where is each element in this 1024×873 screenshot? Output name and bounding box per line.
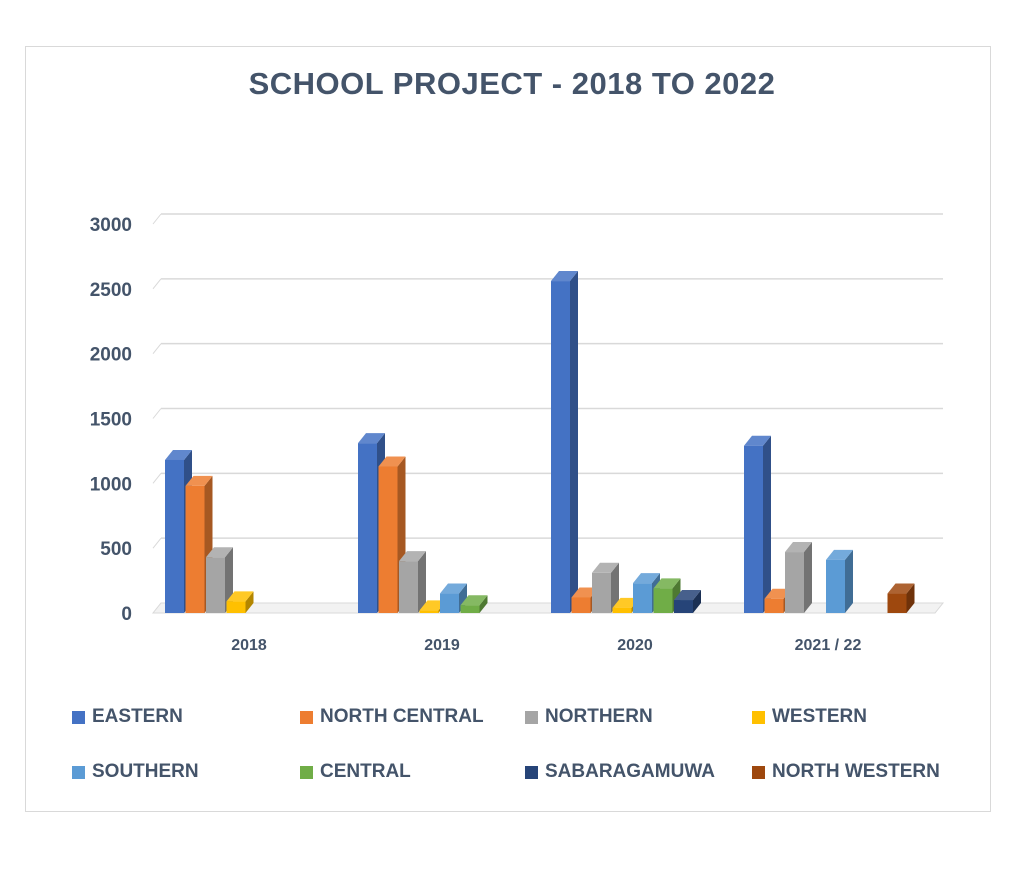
legend-swatch — [300, 710, 313, 724]
chart-legend: EASTERN NORTH CENTRAL NORTHERN WESTERN SOUTH… — [72, 702, 972, 792]
y-tick-label: 1500 — [90, 410, 132, 431]
legend-label: CENTRAL — [320, 761, 411, 782]
legend-item-southern: SOUTHERN — [72, 757, 199, 787]
bar-northern-0 — [206, 547, 233, 613]
legend-swatch — [300, 765, 313, 779]
chart-floor — [151, 602, 945, 614]
legend-swatch — [752, 765, 765, 779]
legend-item-north-central: NORTH CENTRAL — [300, 702, 484, 732]
gridline-depth — [152, 213, 162, 225]
legend-item-eastern: EASTERN — [72, 702, 183, 732]
chart-frame — [25, 46, 991, 812]
bar-eastern-3 — [744, 435, 771, 613]
y-tick-label: 500 — [100, 539, 132, 560]
legend-label: EASTERN — [92, 706, 183, 727]
gridline-depth — [152, 473, 162, 484]
gridline-depth — [152, 278, 162, 290]
legend-label: SOUTHERN — [92, 761, 199, 782]
legend-label: NORTH WESTERN — [772, 761, 940, 782]
bar-northern-2 — [592, 562, 619, 613]
bar-northern-1 — [399, 551, 426, 613]
legend-item-north-western: NORTH WESTERN — [752, 757, 940, 787]
bar-north-western-3 — [887, 583, 915, 613]
legend-label: WESTERN — [772, 706, 867, 727]
legend-item-sabaragamuwa: SABARAGAMUWA — [525, 757, 715, 787]
y-tick-label: 2500 — [90, 280, 132, 301]
legend-item-northern: NORTHERN — [525, 702, 653, 732]
bar-northern-3 — [785, 542, 812, 613]
legend-swatch — [525, 765, 538, 779]
legend-item-western: WESTERN — [752, 702, 867, 732]
x-tick-label: 2021 / 22 — [795, 637, 862, 654]
legend-swatch — [525, 710, 538, 724]
legend-label: SABARAGAMUWA — [545, 761, 715, 782]
y-tick-label: 3000 — [90, 215, 132, 236]
bar-central-1 — [460, 595, 488, 613]
gridline-depth — [152, 408, 162, 419]
y-tick-label: 0 — [121, 604, 132, 625]
gridline-depth — [152, 537, 162, 549]
legend-item-central: CENTRAL — [300, 757, 411, 787]
legend-swatch — [72, 765, 85, 779]
y-tick-label: 1000 — [90, 474, 132, 495]
x-tick-label: 2018 — [231, 637, 267, 654]
x-tick-label: 2019 — [424, 637, 460, 654]
legend-label: NORTH CENTRAL — [320, 706, 484, 727]
bar-southern-1 — [440, 583, 467, 613]
bar-sabaragamuwa-2 — [674, 590, 701, 613]
chart-title: SCHOOL PROJECT - 2018 TO 2022 — [248, 66, 776, 101]
gridline-depth — [152, 343, 162, 354]
bar-eastern-2 — [551, 271, 578, 613]
bar-southern-3 — [826, 549, 853, 613]
y-tick-label: 2000 — [90, 345, 132, 366]
legend-swatch — [752, 710, 765, 724]
legend-label: NORTHERN — [545, 706, 653, 727]
legend-swatch — [72, 710, 85, 724]
x-tick-label: 2020 — [617, 637, 653, 654]
bar-western-0 — [226, 591, 254, 613]
